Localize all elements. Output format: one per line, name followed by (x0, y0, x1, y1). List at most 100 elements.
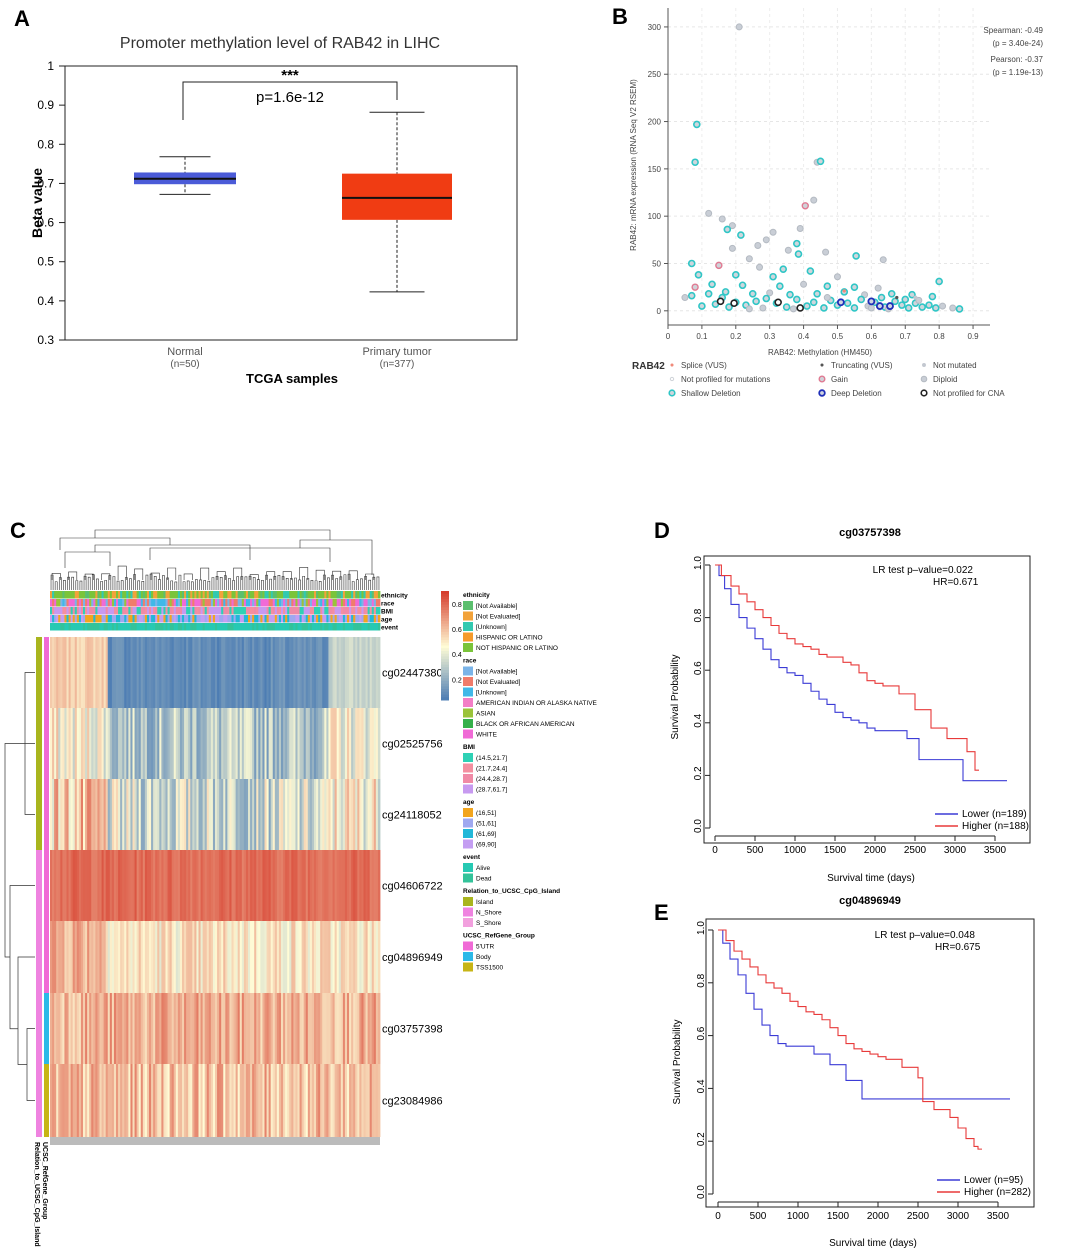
heatmap-cell (361, 921, 364, 993)
color-scale-tick: 0.8 (452, 602, 462, 609)
annotation-cell (365, 615, 369, 623)
heatmap-cell (231, 993, 234, 1064)
annotation-cell (328, 623, 331, 631)
annotation-cell (256, 591, 259, 599)
annotation-cell (342, 607, 346, 615)
heatmap-cell (177, 921, 181, 993)
annotation-cell (344, 615, 348, 623)
heatmap-cell (235, 921, 239, 993)
heatmap-cell (95, 993, 98, 1064)
heatmap-cell (318, 637, 321, 708)
heatmap-cell (299, 850, 303, 921)
heatmap-cell (134, 708, 138, 779)
heatmap-cell (80, 921, 84, 993)
heatmap-cell (340, 637, 344, 708)
annotation-cell (314, 591, 317, 599)
heatmap-cell (291, 921, 294, 993)
annotation-cell (243, 599, 247, 607)
color-scale-step (441, 626, 449, 630)
heatmap-cell (287, 850, 290, 921)
heatmap-cell (74, 921, 78, 993)
annotation-cell (270, 591, 274, 599)
annotation-cell (334, 591, 338, 599)
annotation-cell (62, 607, 65, 615)
heatmap-cell (342, 708, 346, 779)
annotation-cell (276, 623, 280, 631)
annotation-cell (200, 591, 204, 599)
heatmap-cell (293, 637, 296, 708)
heatmap-cell (314, 708, 317, 779)
annotation-cell (105, 607, 109, 615)
annotation-cell (54, 607, 57, 615)
annotation-cell (254, 607, 257, 615)
annotation-cell (107, 591, 111, 599)
heatmap-cell (322, 921, 325, 993)
heatmap-cell (99, 921, 102, 993)
annotation-cell (196, 607, 199, 615)
heatmap-cell (192, 779, 195, 850)
heatmap-cell (208, 850, 212, 921)
annotation-cell (210, 623, 214, 631)
heatmap-cell (66, 993, 69, 1064)
annotation-cell (202, 591, 206, 599)
annotation-cell (68, 591, 72, 599)
heatmap-cell (161, 993, 164, 1064)
heatmap-cell (78, 779, 82, 850)
heatmap-cell (97, 637, 100, 708)
heatmap-cell (212, 993, 216, 1064)
annotation-cell (241, 615, 245, 623)
annotation-cell (227, 623, 230, 631)
heatmap-cell (266, 1064, 270, 1137)
heatmap-cell (66, 637, 69, 708)
heatmap-cell (184, 993, 187, 1064)
heatmap-cell (105, 921, 109, 993)
heatmap-cell (196, 779, 199, 850)
chart-a-y-axis: 0.30.40.50.60.70.80.91 (37, 59, 65, 347)
annotation-cell (169, 607, 173, 615)
heatmap-cell (204, 637, 208, 708)
heatmap-cell (340, 921, 344, 993)
annotation-cell (336, 591, 340, 599)
y-tick-label: 0.2 (696, 1132, 707, 1146)
heatmap-cell (272, 921, 276, 993)
legend-symbol-notmut (922, 363, 926, 367)
legend-label: Gain (831, 375, 848, 384)
y-tick-label: 50 (652, 259, 661, 268)
annotation-cell (283, 591, 286, 599)
annotation-cell (301, 615, 305, 623)
annotation-cell (62, 599, 65, 607)
heatmap-cell (210, 708, 214, 779)
annotation-cell (78, 599, 82, 607)
annotation-cell (355, 607, 358, 615)
heatmap-cell (89, 779, 92, 850)
annotation-cell (326, 599, 329, 607)
heatmap-cell (157, 708, 160, 779)
heatmap-cell (91, 779, 94, 850)
heatmap-cell (223, 1064, 226, 1137)
heatmap-cell (326, 921, 329, 993)
annotation-cell (369, 591, 373, 599)
heatmap-cell (324, 637, 327, 708)
heatmap-cell (159, 850, 162, 921)
heatmap-cell (309, 1064, 313, 1137)
heatmap-cell (99, 708, 102, 779)
heatmap-cell (326, 779, 329, 850)
heatmap-cell (264, 850, 267, 921)
annotation-cell (252, 591, 255, 599)
heatmap-cell (338, 779, 342, 850)
heatmap-cell (192, 850, 195, 921)
heatmap-cell (336, 850, 340, 921)
heatmap-cell (311, 850, 315, 921)
heatmap-cell (365, 637, 369, 708)
heatmap-cell (202, 921, 206, 993)
spearman-p: (p = 3.40e-24) (993, 39, 1044, 48)
scatter-point (931, 304, 940, 312)
heatmap-cell (78, 1064, 82, 1137)
annotation-cell (208, 599, 212, 607)
annotation-cell (120, 591, 123, 599)
heatmap-cell (76, 1064, 80, 1137)
scatter-point (698, 302, 706, 310)
heatmap-cell (163, 1064, 166, 1137)
heatmap-cell (270, 708, 274, 779)
